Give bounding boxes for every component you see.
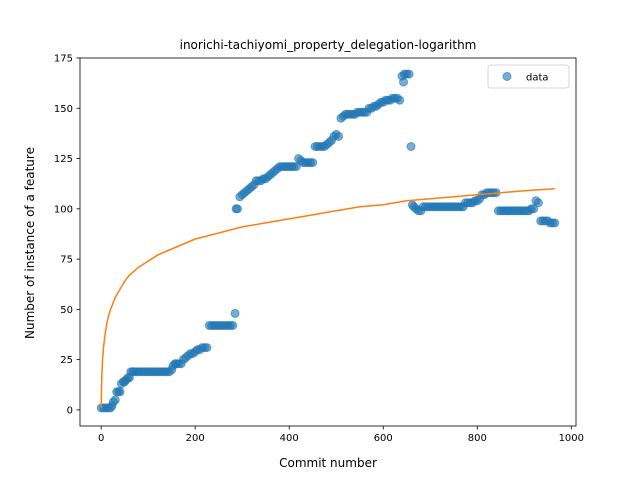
x-tick-label: 0 <box>98 433 104 444</box>
data-point <box>308 158 318 168</box>
data-point <box>110 395 120 405</box>
y-axis-label: Number of instance of a feature <box>23 147 37 339</box>
data-point <box>550 218 560 228</box>
y-tick-label: 25 <box>60 355 73 366</box>
data-point <box>395 95 405 105</box>
data-point <box>406 142 416 151</box>
chart-marks <box>96 69 560 413</box>
y-tick-label: 50 <box>60 305 73 316</box>
x-tick-label: 600 <box>374 433 393 444</box>
plot-frame <box>79 57 577 427</box>
data-point <box>230 308 240 318</box>
x-tick-label: 800 <box>468 433 487 444</box>
y-tick-label: 175 <box>54 54 73 65</box>
y-tick-label: 125 <box>54 154 73 165</box>
y-tick-label: 0 <box>67 405 73 416</box>
x-tick-label: 1000 <box>559 433 584 444</box>
data-point <box>404 69 414 79</box>
data-point <box>399 77 408 87</box>
legend-marker <box>502 72 512 81</box>
data-point <box>202 343 212 353</box>
legend-box <box>487 64 570 89</box>
legend: data <box>487 64 570 89</box>
fit-line <box>100 187 555 408</box>
data-point <box>533 198 543 208</box>
data-point <box>334 131 344 141</box>
chart-title: inorichi-tachiyomi_property_delegation-l… <box>180 38 477 52</box>
y-tick-label: 75 <box>60 255 73 266</box>
legend-label: data <box>526 73 549 84</box>
y-tick-label: 150 <box>54 104 73 115</box>
axes: 0 200 400 600 800 1000 0 25 50 75 100 125 150 175 <box>54 54 584 445</box>
x-tick-label: 400 <box>280 433 299 444</box>
data-point <box>228 321 238 330</box>
data-point <box>291 162 301 172</box>
data-point <box>529 204 539 214</box>
data-point <box>233 204 242 214</box>
x-tick-label: 200 <box>186 433 205 444</box>
x-axis-label: Commit number <box>279 456 377 470</box>
data-point <box>115 387 125 397</box>
y-tick-label: 100 <box>54 204 73 215</box>
